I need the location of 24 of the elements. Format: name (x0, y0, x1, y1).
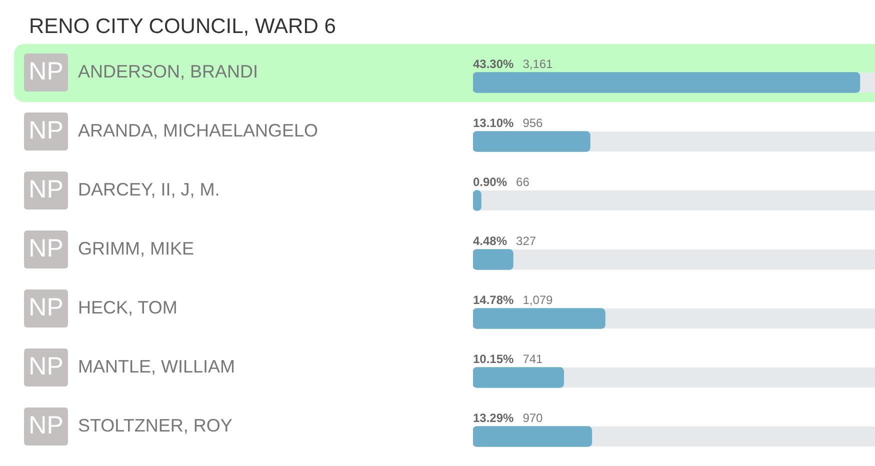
text: RENO CITY COUNCIL, WARD 6 (29, 14, 336, 38)
y-tick-label: ANDERSON, BRANDI (78, 61, 258, 82)
bar (473, 367, 564, 388)
data-label: 13.29% 970 (473, 410, 544, 425)
y-tick-label: DARCEY, II, J, M. (78, 179, 220, 200)
text: NP (28, 57, 64, 86)
data-label: 0.90% 66 (473, 174, 530, 189)
y-tick-label: STOLTZNER, ROY (78, 415, 232, 436)
text: NP (28, 116, 64, 144)
text: NP (28, 175, 64, 204)
y-tick-label: MANTLE, WILLIAM (78, 356, 236, 376)
bar (473, 249, 514, 270)
data-label: 43.30% 3,161 (473, 56, 554, 71)
text: NP (28, 293, 64, 322)
data-label: 4.48% 327 (473, 234, 536, 248)
y-tick-label: HECK, TOM (78, 297, 178, 318)
data-label: 10.15% 741 (473, 352, 544, 366)
data-label: 13.10% 956 (473, 116, 544, 130)
text: NP (28, 234, 64, 262)
text: NP (28, 411, 64, 440)
text: NP (28, 352, 64, 380)
y-tick-label: ARANDA, MICHAELANGELO (78, 120, 318, 140)
data-label: 14.78% 1,079 (473, 292, 554, 307)
y-tick-label: GRIMM, MIKE (78, 238, 194, 258)
